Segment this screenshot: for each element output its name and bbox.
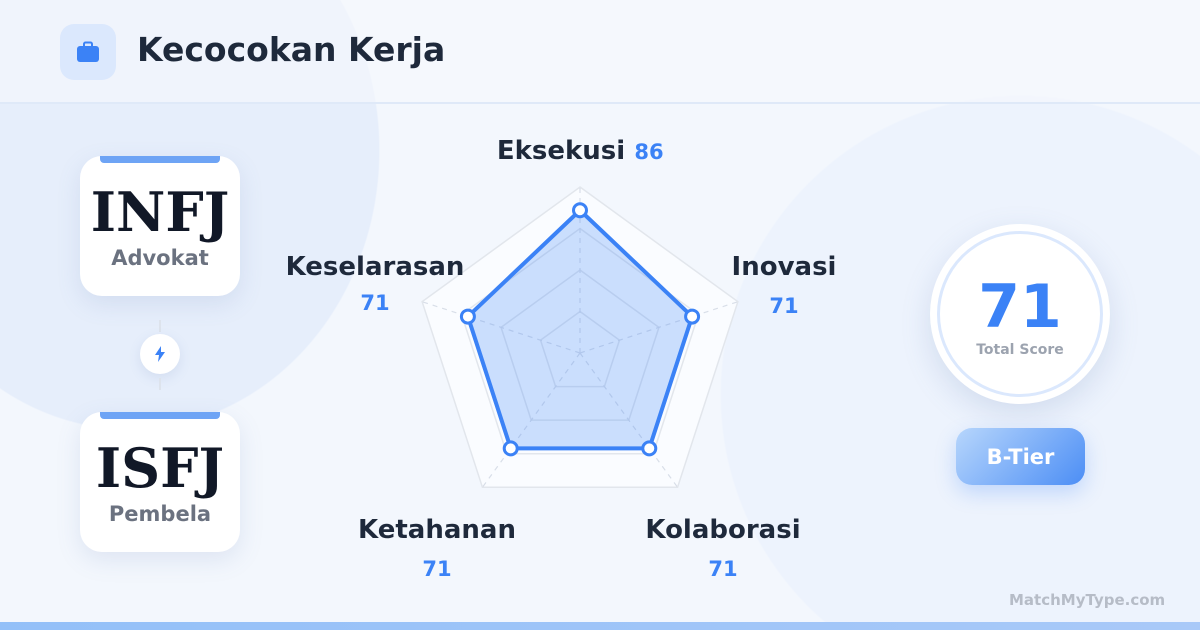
briefcase-icon: [60, 24, 116, 80]
data-point-inovasi: [684, 308, 701, 325]
data-point-keselarasan: [459, 308, 476, 325]
axis-label-ketahanan: Ketahanan: [358, 515, 516, 545]
type-name: Pembela: [108, 502, 212, 526]
connector-line: [159, 320, 161, 332]
grid-ring: [460, 227, 700, 455]
type-name: Advokat: [111, 246, 209, 270]
grid-spoke: [481, 352, 581, 488]
total-score-circle: 71 Total Score: [930, 224, 1110, 404]
value-label-kolaborasi: 71: [708, 557, 738, 581]
total-score-value: 71: [978, 272, 1062, 342]
grid-spoke: [579, 301, 739, 354]
bottom-bar: [0, 622, 1200, 630]
axis-label-eksekusi: Eksekusi: [496, 136, 626, 166]
data-point-kolaborasi: [641, 440, 658, 457]
total-score-label: Total Score: [976, 342, 1064, 358]
type-code: ISFJ: [95, 436, 225, 500]
value-label-inovasi: 71: [769, 294, 799, 318]
card-accent: [100, 412, 220, 419]
lightning-icon: [140, 334, 180, 374]
tier-badge: B-Tier: [956, 428, 1085, 485]
grid-ring: [539, 310, 621, 388]
value-label-ketahanan: 71: [422, 557, 452, 581]
connector-line: [159, 378, 161, 390]
axis-label-inovasi: Inovasi: [731, 252, 837, 282]
axis-label-kolaborasi: Kolaborasi: [645, 515, 801, 545]
value-label-keselarasan: 71: [360, 291, 390, 315]
type-card-1: INFJ Advokat: [80, 156, 240, 296]
grid-spoke: [579, 352, 679, 488]
header: Kecocokan Kerja: [0, 0, 1200, 104]
data-area: [465, 208, 695, 451]
type-code: INFJ: [90, 180, 230, 244]
grid-ring: [500, 269, 660, 421]
grid-spoke: [421, 301, 581, 354]
type-card-2: ISFJ Pembela: [80, 412, 240, 552]
data-point-ketahanan: [502, 440, 519, 457]
page-title: Kecocokan Kerja: [137, 30, 446, 69]
card-accent: [100, 156, 220, 163]
axis-label-keselarasan: Keselarasan: [285, 252, 465, 282]
value-label-eksekusi: 86: [634, 140, 664, 164]
data-point-eksekusi: [572, 202, 588, 219]
brand-watermark: MatchMyType.com: [1009, 591, 1166, 609]
